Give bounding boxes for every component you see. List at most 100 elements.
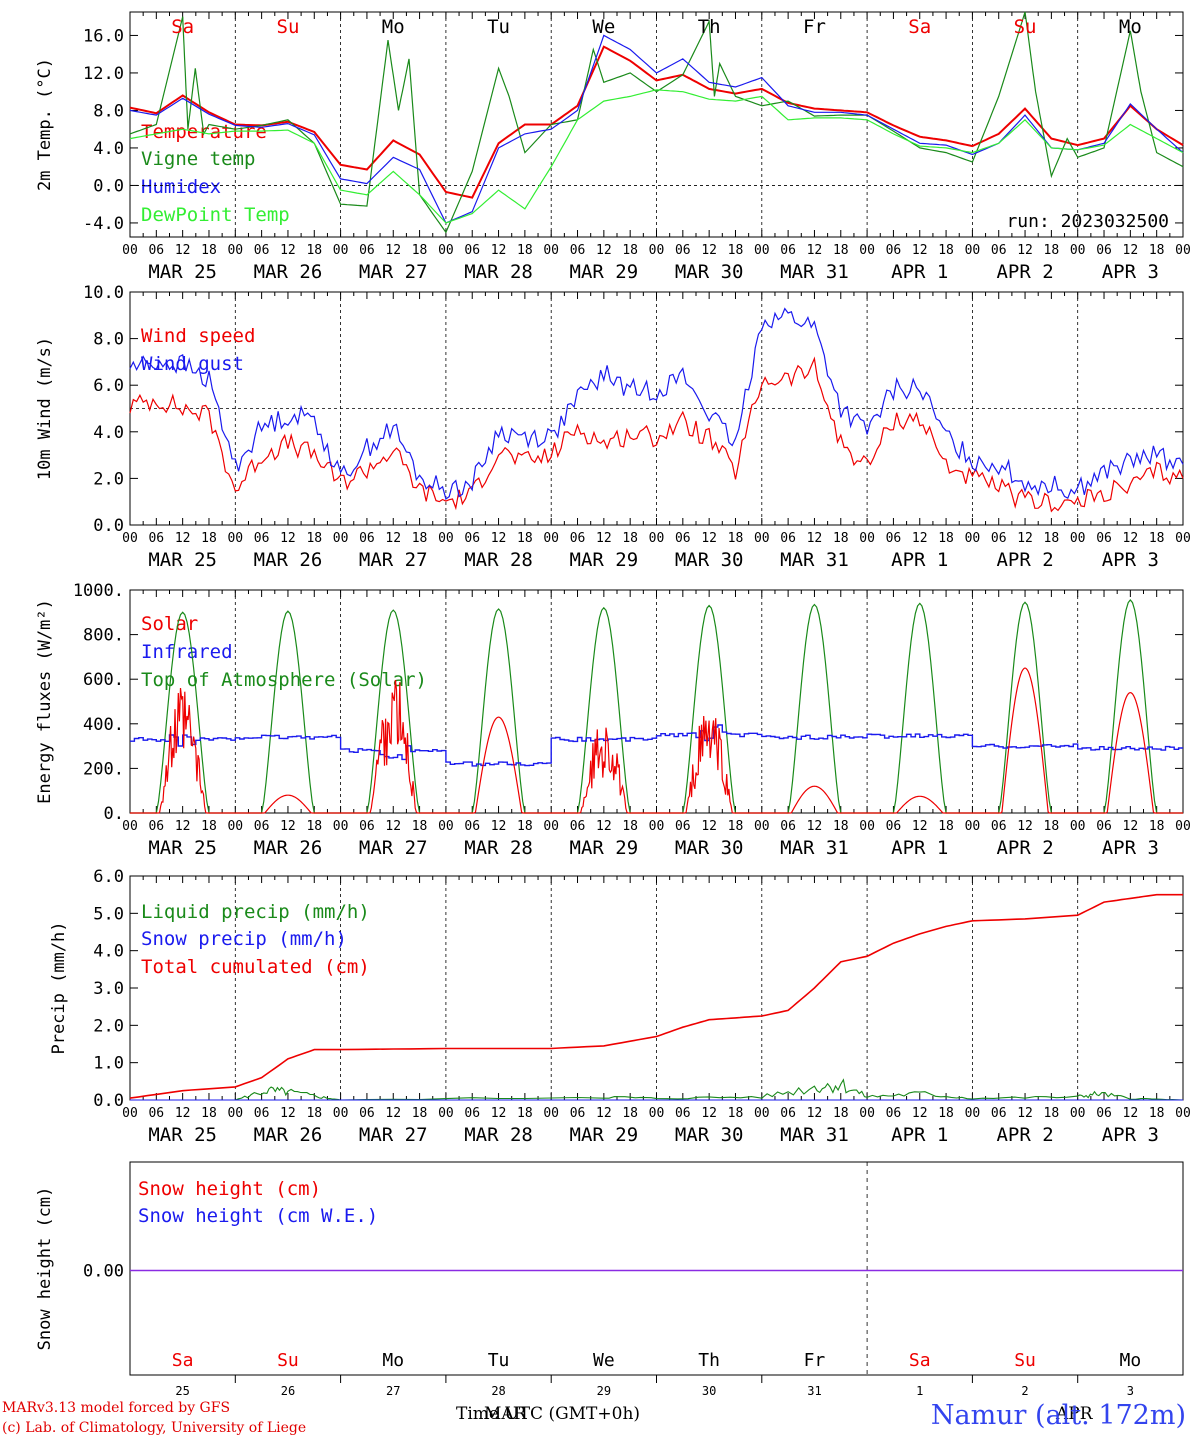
series-line [129, 45, 1184, 199]
hour-tick-label: 06 [991, 531, 1007, 546]
date-label: APR 3 [1102, 837, 1159, 859]
hour-tick-label: 12 [701, 819, 717, 834]
date-label: APR 1 [891, 261, 948, 283]
legend-entry: Liquid precip (mm/h) [141, 901, 370, 923]
hour-tick-label: 06 [886, 243, 902, 258]
hour-tick-label: 00 [122, 819, 138, 834]
legend-entry: Snow precip (mm/h) [141, 928, 347, 950]
hour-tick-label: 12 [175, 1106, 191, 1121]
hour-tick-label: 00 [438, 531, 454, 546]
hour-tick-label: 06 [359, 531, 375, 546]
hour-tick-label: 18 [938, 243, 954, 258]
hour-tick-label: 18 [306, 243, 322, 258]
hour-tick-label: 00 [754, 243, 770, 258]
series-line [129, 34, 1184, 224]
hour-tick-label: 06 [886, 531, 902, 546]
hour-tick-label: 12 [912, 243, 928, 258]
hour-tick-label: 00 [227, 531, 243, 546]
date-label: APR 2 [996, 1124, 1053, 1146]
hour-tick-label: 12 [912, 531, 928, 546]
hour-tick-label: 12 [1123, 531, 1139, 546]
station-name: Namur (alt. 172m) [930, 1400, 1186, 1431]
hour-tick-label: 12 [280, 1106, 296, 1121]
hour-tick-label: 00 [122, 531, 138, 546]
y-tick-label: -4.0 [83, 214, 124, 234]
series-line [129, 307, 1184, 500]
hour-tick-label: 18 [728, 819, 744, 834]
series-line [129, 11, 1184, 234]
hour-tick-label: 18 [833, 531, 849, 546]
hour-tick-label: 00 [965, 819, 981, 834]
weekday-label: We [592, 16, 615, 38]
date-label: APR 3 [1102, 1124, 1159, 1146]
date-label: MAR 28 [464, 837, 533, 859]
hour-tick-label: 12 [491, 243, 507, 258]
hour-tick-label: 06 [570, 531, 586, 546]
hour-tick-label: 06 [675, 1106, 691, 1121]
date-label: APR 2 [996, 261, 1053, 283]
hour-tick-label: 00 [1175, 1106, 1191, 1121]
hour-tick-label: 06 [1096, 243, 1112, 258]
hour-tick-label: 18 [622, 1106, 638, 1121]
hour-tick-label: 18 [306, 531, 322, 546]
hour-tick-label: 12 [175, 531, 191, 546]
hour-tick-label: 18 [1149, 243, 1165, 258]
date-label: MAR 31 [780, 261, 849, 283]
y-tick-label: 2.0 [93, 469, 124, 489]
hour-tick-label: 00 [965, 243, 981, 258]
weekday-label: Mo [1120, 1350, 1142, 1371]
hour-tick-label: 12 [701, 1106, 717, 1121]
hour-tick-label: 12 [1123, 1106, 1139, 1121]
hour-tick-label: 00 [1070, 819, 1086, 834]
legend-entry: Wind gust [141, 353, 244, 375]
hour-tick-label: 06 [991, 1106, 1007, 1121]
hour-tick-label: 06 [464, 531, 480, 546]
date-label: MAR 30 [675, 549, 744, 571]
hour-tick-label: 06 [148, 531, 164, 546]
hour-tick-label: 12 [280, 243, 296, 258]
series-line [130, 1078, 1184, 1101]
date-label: MAR 31 [780, 837, 849, 859]
day-number-label: 30 [702, 1384, 716, 1398]
hour-tick-label: 18 [622, 819, 638, 834]
date-label: APR 1 [891, 549, 948, 571]
hour-tick-label: 06 [675, 243, 691, 258]
hour-tick-label: 00 [1175, 531, 1191, 546]
copyright-credit: (c) Lab. of Climatology, University of L… [2, 1420, 307, 1436]
day-number-label: 3 [1127, 1384, 1134, 1398]
hour-tick-label: 06 [991, 243, 1007, 258]
hour-tick-label: 06 [148, 243, 164, 258]
hour-tick-label: 06 [991, 819, 1007, 834]
hour-tick-label: 06 [886, 819, 902, 834]
hour-tick-label: 06 [464, 1106, 480, 1121]
hour-tick-label: 06 [570, 1106, 586, 1121]
y-tick-label: 0.00 [83, 1262, 124, 1282]
hour-tick-label: 18 [938, 1106, 954, 1121]
legend-entry: Top of Atmosphere (Solar) [141, 669, 427, 691]
hour-tick-label: 00 [438, 819, 454, 834]
hour-tick-label: 06 [254, 819, 270, 834]
hour-tick-label: 00 [859, 531, 875, 546]
hour-tick-label: 00 [649, 531, 665, 546]
model-credit: MARv3.13 model forced by GFS [2, 1400, 231, 1416]
y-tick-label: 10.0 [83, 283, 124, 303]
date-label: MAR 30 [675, 261, 744, 283]
date-label: MAR 28 [464, 549, 533, 571]
hour-tick-label: 12 [1123, 819, 1139, 834]
hour-tick-label: 18 [1149, 531, 1165, 546]
hour-tick-label: 06 [148, 1106, 164, 1121]
weekday-label: Su [1014, 1350, 1036, 1371]
hour-tick-label: 18 [1044, 243, 1060, 258]
weekday-label: Fr [804, 1350, 826, 1371]
date-label: MAR 27 [359, 1124, 428, 1146]
hour-tick-label: 00 [543, 819, 559, 834]
hour-tick-label: 00 [122, 243, 138, 258]
date-label: MAR 31 [780, 1124, 849, 1146]
hour-tick-label: 00 [543, 1106, 559, 1121]
weekday-label: Sa [908, 16, 931, 38]
hour-tick-label: 00 [754, 819, 770, 834]
hour-tick-label: 00 [1175, 243, 1191, 258]
hour-tick-label: 18 [833, 819, 849, 834]
hour-tick-label: 06 [254, 531, 270, 546]
hour-tick-label: 18 [1149, 819, 1165, 834]
